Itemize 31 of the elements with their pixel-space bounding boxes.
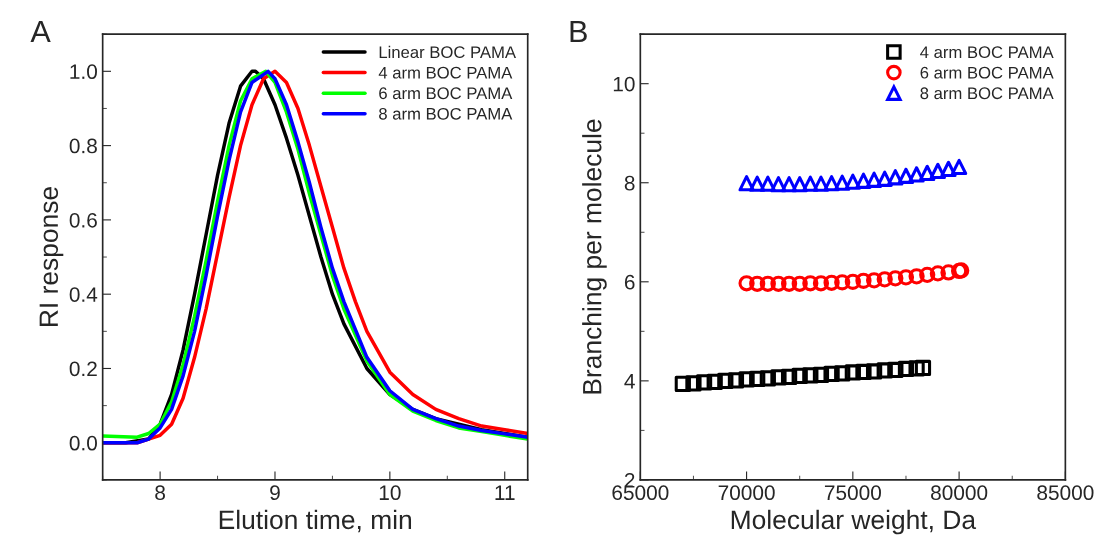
- x-tick-label: 8: [155, 485, 165, 501]
- x-tick-label: 9: [270, 485, 280, 501]
- legend-label: 6 arm BOC PAMA: [379, 87, 513, 100]
- text: A: [30, 21, 51, 43]
- legend-label: 6 arm BOC PAMA: [920, 66, 1054, 79]
- y-axis-title: RI response: [39, 187, 64, 327]
- legend-label: Linear BOC PAMA: [379, 45, 517, 59]
- x-axis-title: Molecular weight, Da: [731, 509, 977, 535]
- legend-label: 8 arm BOC PAMA: [379, 107, 513, 120]
- x-tick-label: 85000: [1037, 485, 1094, 501]
- y-tick-label: 0.6: [69, 212, 97, 228]
- y-tick-label: 0.4: [69, 287, 98, 302]
- y-tick-label: 0.0: [69, 435, 97, 451]
- y-tick-label: 0.2: [69, 361, 97, 377]
- x-tick-label: 80000: [931, 485, 988, 501]
- legend-label: 4 arm BOC PAMA: [920, 46, 1054, 59]
- x-tick-label: 70000: [718, 485, 775, 501]
- y-tick-label: 4: [624, 374, 635, 389]
- y-tick-label: 0.8: [69, 138, 97, 154]
- y-tick-label: 10: [613, 76, 635, 92]
- text: B: [570, 21, 587, 43]
- y-tick-label: 6: [624, 274, 635, 290]
- x-tick-label: 75000: [824, 485, 881, 501]
- legend-label: 8 arm BOC PAMA: [920, 87, 1054, 100]
- y-tick-label: 8: [624, 175, 635, 191]
- y-tick-label: 1.0: [70, 64, 97, 80]
- x-tick-label: 11: [495, 485, 515, 500]
- y-axis-title: Branching per molecule: [582, 119, 607, 394]
- x-tick-label: 10: [379, 485, 401, 501]
- legend-label: 4 arm BOC PAMA: [378, 66, 513, 79]
- x-axis-title: Elution time, min: [219, 509, 412, 533]
